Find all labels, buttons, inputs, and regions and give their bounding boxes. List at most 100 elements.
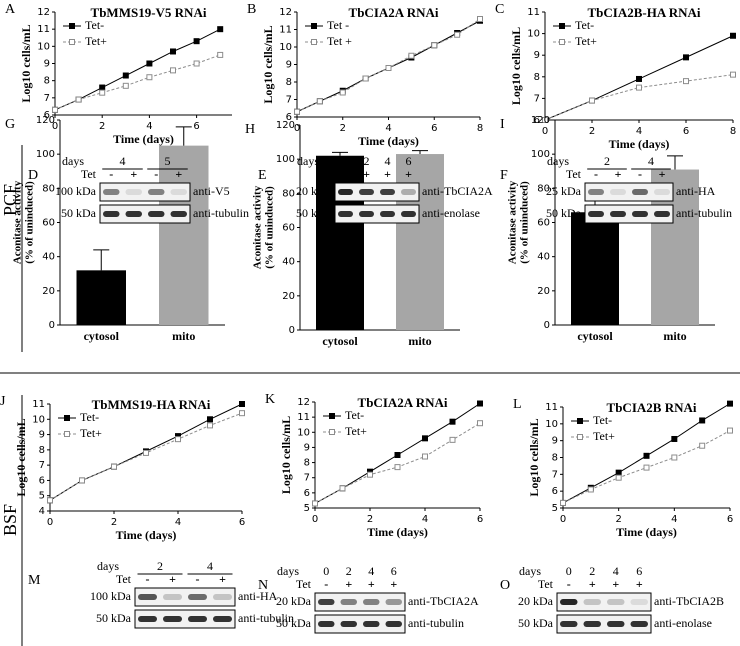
data-point (699, 442, 706, 449)
y-tick-label: 6 (39, 475, 45, 486)
y-axis-label: Log10 cells/mL (261, 25, 275, 103)
data-point (449, 436, 456, 443)
data-point (239, 401, 245, 407)
data-point (727, 400, 733, 407)
blot-band (385, 621, 402, 627)
y-tick-label: 7 (44, 93, 50, 104)
y-tick-label: 20 (282, 291, 295, 302)
x-tick-label: 8 (730, 126, 736, 137)
y-tick-label: 0 (544, 320, 550, 331)
data-point (683, 78, 689, 85)
blot-band (560, 599, 578, 605)
x-tick-label: cytosol (84, 329, 120, 343)
y-tick-label: 7 (39, 460, 45, 471)
data-point (560, 499, 566, 506)
blot-band (138, 616, 157, 622)
legend-marker (311, 39, 317, 45)
legend-label: Tet- (85, 18, 104, 32)
data-point (47, 497, 53, 504)
x-tick-label: 2 (99, 121, 105, 132)
x-tick-label: 0 (542, 126, 548, 137)
panel-label: O (500, 578, 510, 593)
x-tick-label: 6 (239, 517, 245, 528)
blot-panel (314, 592, 406, 612)
marker-label: 20 kDa (276, 594, 312, 608)
y-tick-label: 5 (552, 503, 558, 514)
data-point (542, 117, 548, 123)
side-label: PCF (0, 184, 20, 216)
y-axis-label: Aconitase activity (252, 185, 264, 269)
antibody-label: anti-TbCIA2A (422, 184, 493, 198)
antibody-label: anti-HA (238, 589, 278, 603)
blot-band (125, 211, 142, 217)
tet-sign: + (659, 167, 666, 181)
panel-label: C (495, 2, 504, 17)
tet-sign: + (219, 572, 226, 586)
blot-band (654, 211, 670, 217)
day-label: 2 (589, 564, 595, 578)
y-tick-label: 0 (49, 320, 55, 331)
data-point (111, 463, 117, 470)
blot-band (610, 189, 626, 195)
y-tick-label: 8 (286, 77, 292, 88)
data-point (699, 417, 706, 424)
legend-label: Tet- (345, 408, 364, 422)
blot-band (213, 616, 232, 622)
y-tick-label: 8 (552, 453, 558, 464)
blot-panel (334, 204, 420, 224)
x-tick-label: 6 (477, 514, 483, 525)
antibody-label: anti-TbCIA2A (408, 594, 479, 608)
legend-label: Tet+ (80, 426, 102, 440)
y-tick-label: 7 (286, 95, 292, 106)
blot-band (380, 189, 395, 195)
y-tick-label: 100 (531, 149, 550, 160)
series-line (54, 28, 221, 111)
tet-sign: + (345, 577, 352, 591)
antibody-label: anti-enolase (422, 206, 480, 220)
data-point (643, 464, 650, 471)
legend-marker (329, 429, 335, 435)
y-tick-label: 10 (279, 42, 292, 53)
x-tick-label: cytosol (577, 329, 613, 343)
y-tick-label: 6 (304, 488, 310, 499)
x-axis-label: Time (days) (358, 134, 419, 148)
y-tick-label: 120 (36, 115, 55, 126)
data-point (636, 84, 642, 91)
blot-panel (134, 609, 236, 629)
data-point (408, 52, 415, 59)
y-tick-label: 20 (42, 286, 55, 297)
data-point (367, 471, 373, 478)
day-label: 5 (165, 154, 171, 168)
tet-label: Tet (81, 167, 97, 181)
day-label: 0 (323, 564, 329, 578)
blot-band (340, 599, 357, 605)
x-tick-label: 6 (683, 126, 689, 137)
x-tick-label: mito (172, 329, 195, 343)
error-bar (667, 155, 683, 170)
series-line (54, 54, 221, 111)
y-tick-label: 12 (297, 397, 310, 408)
blot-band (148, 189, 165, 195)
data-point (79, 477, 85, 484)
tet-sign: + (615, 167, 622, 181)
day-label: 6 (406, 154, 412, 168)
tet-sign: - (324, 577, 328, 591)
x-tick-label: 8 (477, 123, 483, 134)
blot-panel (134, 587, 236, 607)
panel-label: K (265, 392, 275, 407)
tet-sign: + (363, 167, 370, 181)
marker-label: 100 kDa (90, 589, 132, 603)
blot-band (163, 594, 182, 600)
legend-marker (577, 434, 583, 440)
data-point (394, 464, 401, 471)
legend-label: Tet+ (85, 34, 107, 48)
x-tick-label: 2 (589, 126, 595, 137)
y-tick-label: 80 (282, 188, 295, 199)
data-point (146, 60, 153, 67)
y-tick-label: 80 (537, 183, 550, 194)
data-point (422, 435, 428, 442)
blot-band (588, 211, 604, 217)
error-bar (332, 151, 348, 156)
blot-band (632, 211, 648, 217)
